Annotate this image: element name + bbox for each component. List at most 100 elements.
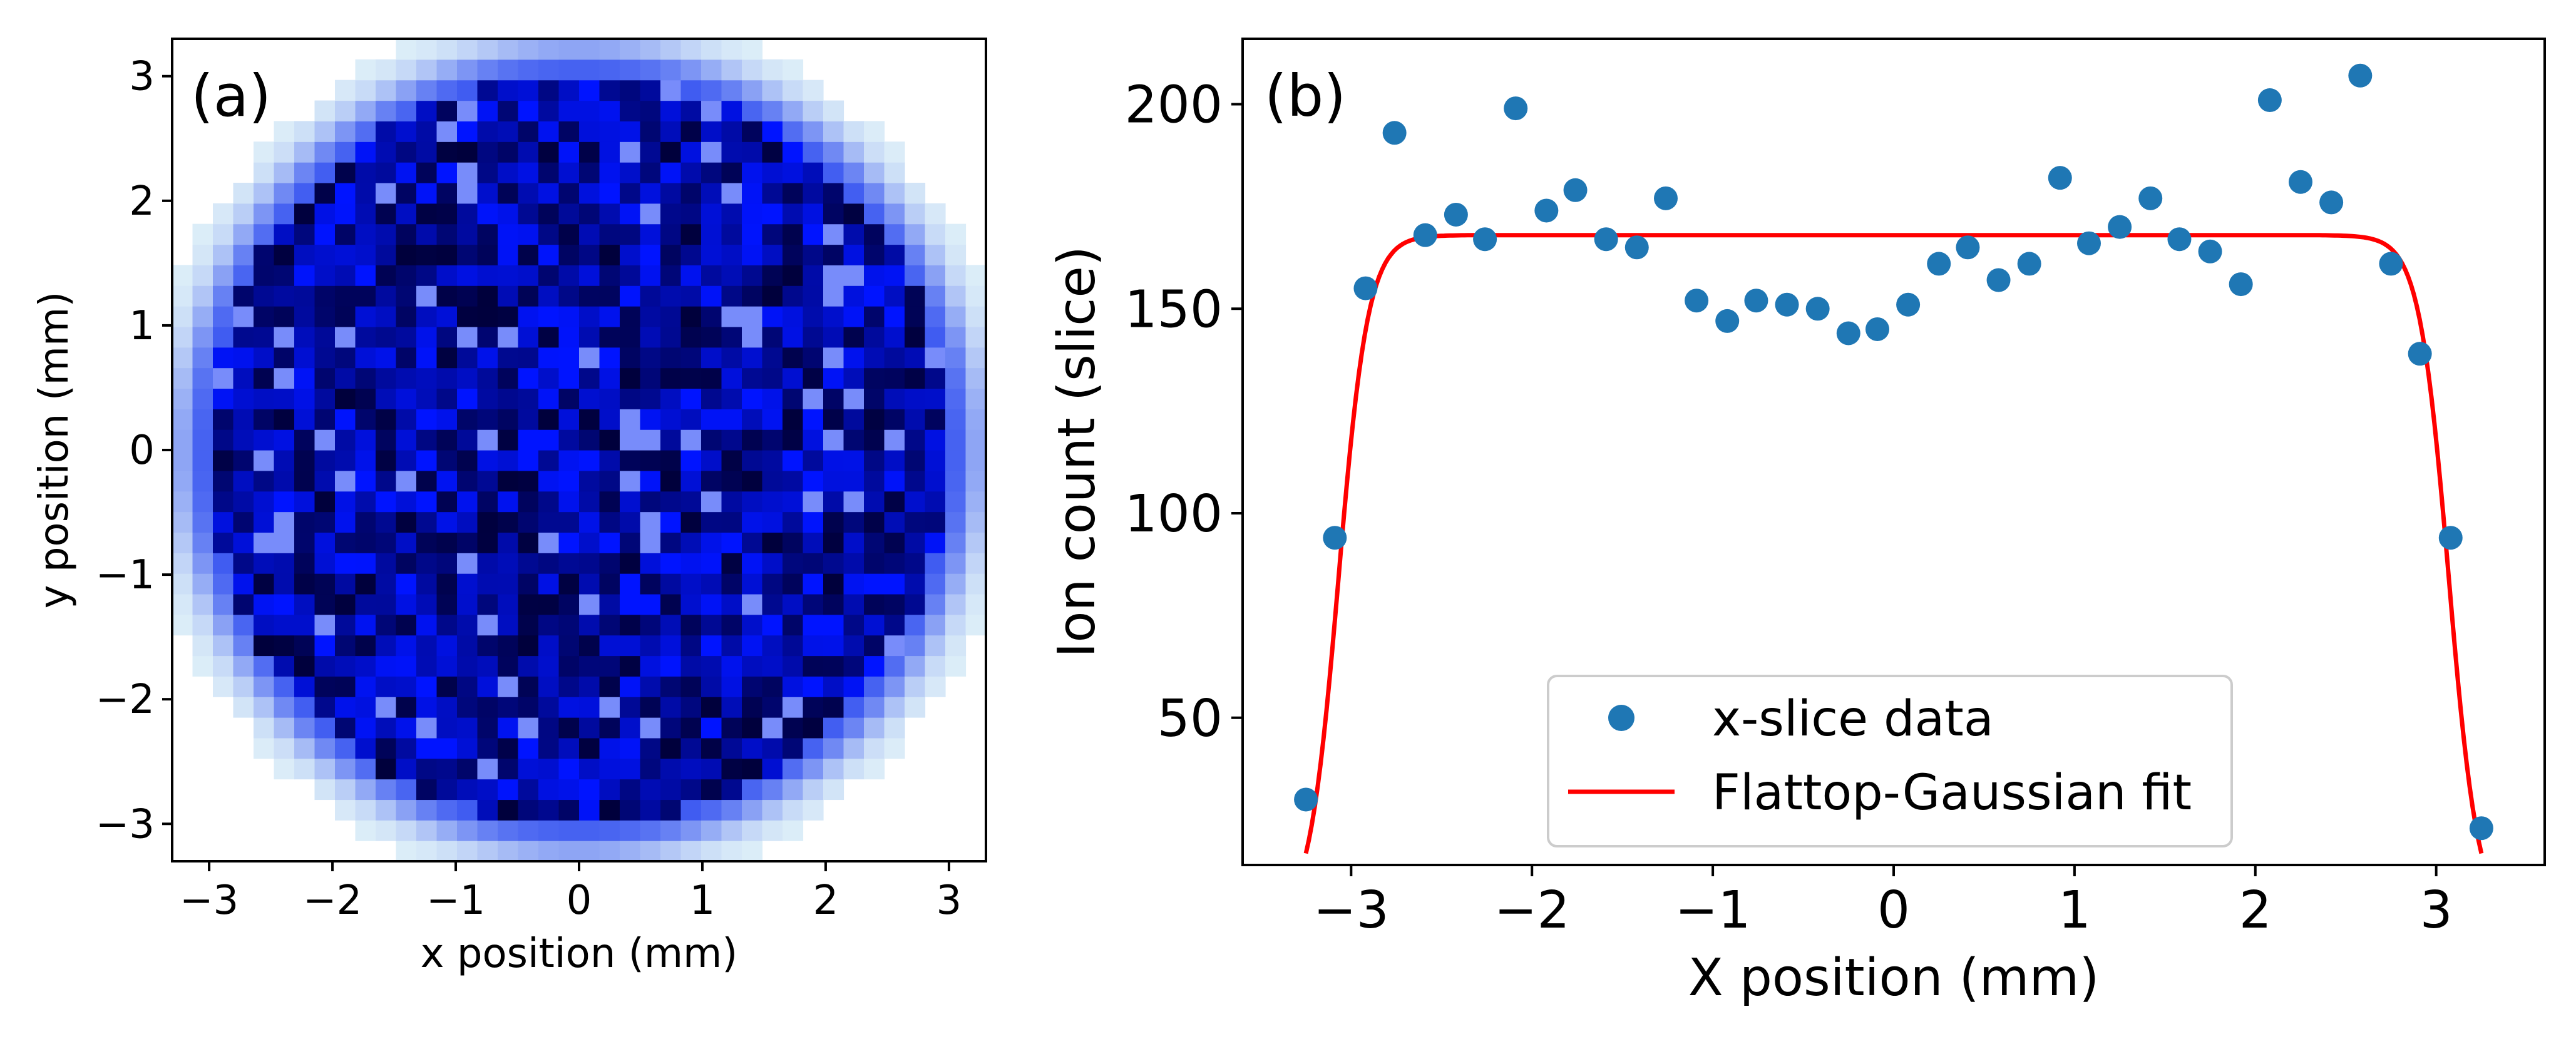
heatmap-cell: [579, 450, 600, 471]
heatmap-cell: [945, 532, 967, 553]
heatmap-cell: [355, 573, 376, 595]
heatmap-cell: [538, 409, 560, 430]
heatmap-cell: [335, 121, 356, 142]
heatmap-cell: [558, 347, 580, 369]
heatmap-cell: [376, 59, 397, 81]
panel-a-x-axis-label: x position (mm): [421, 931, 738, 977]
heatmap-cell: [925, 450, 946, 471]
heatmap-cell: [233, 450, 254, 471]
heatmap-cell: [925, 593, 946, 615]
heatmap-cell: [680, 779, 702, 801]
heatmap-cell: [436, 491, 458, 513]
heatmap-cell: [823, 100, 844, 121]
heatmap-cell: [884, 285, 905, 307]
heatmap-cell: [783, 121, 804, 142]
data-point: [1805, 297, 1830, 321]
heatmap-cell: [274, 573, 295, 595]
heatmap-cell: [538, 306, 560, 327]
heatmap-cell: [701, 635, 722, 657]
heatmap-cell: [314, 450, 336, 471]
heatmap-cell: [620, 306, 641, 327]
heatmap-cell: [965, 429, 987, 451]
heatmap-cell: [518, 553, 539, 574]
data-point: [2379, 252, 2403, 276]
heatmap-cell: [376, 697, 397, 718]
heatmap-cell: [376, 470, 397, 492]
heatmap-cell: [436, 717, 458, 739]
heatmap-cell: [660, 306, 682, 327]
heatmap-cell: [823, 450, 844, 471]
heatmap-cell: [498, 367, 519, 389]
heatmap-cell: [314, 470, 336, 492]
heatmap-cell: [843, 285, 865, 307]
heatmap-cell: [213, 553, 234, 574]
heatmap-cell: [355, 285, 376, 307]
heatmap-cell: [233, 182, 254, 204]
heatmap-cell: [762, 758, 783, 780]
heatmap-cell: [843, 614, 865, 636]
heatmap-cell: [905, 285, 926, 307]
heatmap-cell: [925, 326, 946, 348]
heatmap-cell: [233, 676, 254, 697]
heatmap-cell: [274, 429, 295, 451]
data-point: [1927, 252, 1951, 276]
heatmap-cell: [680, 841, 702, 862]
heatmap-cell: [864, 367, 885, 389]
heatmap-cell: [660, 429, 682, 451]
heatmap-cell: [783, 450, 804, 471]
heatmap-cell: [905, 614, 926, 636]
heatmap-cell: [579, 511, 600, 533]
data-point: [1323, 526, 1347, 550]
heatmap-cell: [314, 676, 336, 697]
heatmap-cell: [416, 347, 438, 369]
heatmap-cell: [518, 841, 539, 862]
heatmap-cell: [335, 306, 356, 327]
heatmap-cell: [538, 388, 560, 409]
data-point: [2257, 88, 2282, 113]
heatmap-cell: [783, 162, 804, 183]
heatmap-cell: [314, 388, 336, 409]
heatmap-cell: [599, 285, 620, 307]
heatmap-cell: [233, 244, 254, 265]
heatmap-cell: [803, 717, 824, 739]
heatmap-cell: [498, 593, 519, 615]
heatmap-cell: [376, 450, 397, 471]
heatmap-cell: [803, 223, 824, 245]
heatmap-cell: [783, 491, 804, 513]
heatmap-cell: [518, 450, 539, 471]
heatmap-cell: [274, 306, 295, 327]
heatmap-cell: [274, 553, 295, 574]
heatmap-cell: [254, 326, 275, 348]
heatmap-cell: [620, 347, 641, 369]
heatmap-cell: [294, 162, 316, 183]
heatmap-cell: [680, 573, 702, 595]
heatmap-cell: [355, 532, 376, 553]
heatmap-cell: [803, 491, 824, 513]
heatmap-cell: [680, 553, 702, 574]
heatmap-cell: [294, 409, 316, 430]
heatmap-cell: [416, 553, 438, 574]
heatmap-cell: [172, 532, 193, 553]
heatmap-cell: [498, 553, 519, 574]
heatmap-cell: [254, 655, 275, 677]
heatmap-cell: [416, 491, 438, 513]
heatmap-cell: [396, 347, 417, 369]
heatmap-cell: [620, 737, 641, 759]
heatmap-cell: [762, 121, 783, 142]
heatmap-cell: [172, 614, 193, 636]
heatmap-cell: [599, 121, 620, 142]
heatmap-cell: [477, 182, 498, 204]
heatmap-cell: [884, 717, 905, 739]
heatmap-cell: [640, 162, 661, 183]
heatmap-cell: [498, 79, 519, 101]
heatmap-cell: [192, 655, 213, 677]
heatmap-cell: [843, 347, 865, 369]
heatmap-cell: [498, 841, 519, 862]
heatmap-cell: [660, 39, 682, 60]
heatmap-cell: [680, 223, 702, 245]
heatmap-cell: [640, 593, 661, 615]
heatmap-cell: [477, 450, 498, 471]
heatmap-cell: [457, 388, 478, 409]
heatmap-cell: [335, 470, 356, 492]
heatmap-cell: [477, 799, 498, 821]
